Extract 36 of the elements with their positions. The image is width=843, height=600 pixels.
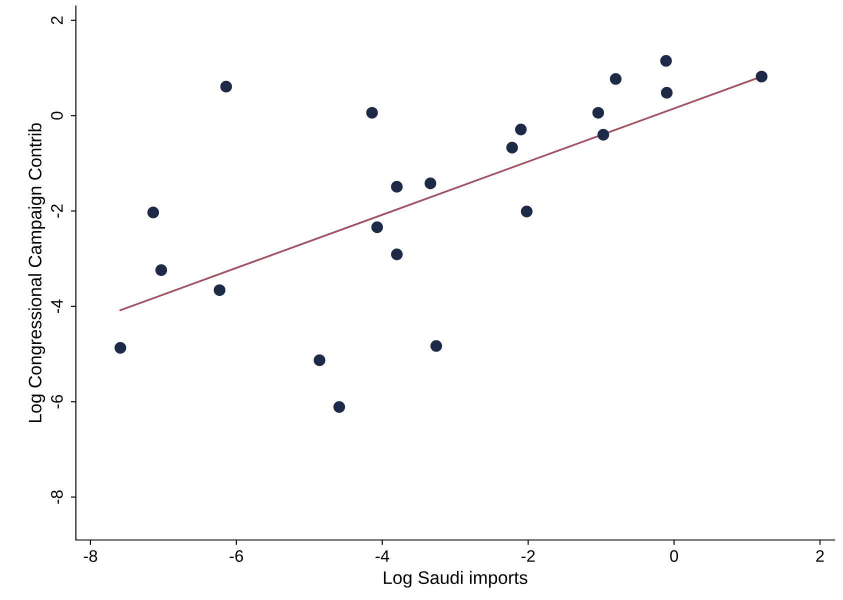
- x-tick-label: -4: [376, 550, 390, 562]
- point: [155, 264, 168, 276]
- y-axis-title: Log Congressional Campaign Contrib: [28, 123, 46, 422]
- point: [424, 178, 436, 190]
- point: [597, 128, 610, 141]
- point: [756, 70, 768, 82]
- point: [147, 206, 160, 218]
- point: [220, 80, 232, 92]
- y-tick-label: 0: [51, 112, 63, 120]
- point: [610, 73, 622, 85]
- point: [391, 248, 403, 260]
- point: [314, 354, 326, 366]
- point: [430, 340, 442, 352]
- y-tick-label: -4: [51, 299, 63, 314]
- y-tick-label: -2: [51, 204, 63, 218]
- x-axis-title: Log Saudi imports: [384, 570, 528, 588]
- y-tick-label: -6: [51, 395, 63, 408]
- point: [366, 106, 378, 119]
- x-tick-label: -8: [84, 550, 98, 562]
- point: [391, 180, 403, 193]
- point: [333, 401, 346, 413]
- x-tick-label: 0: [670, 550, 678, 562]
- x-tick-label: -2: [522, 550, 535, 562]
- point: [660, 86, 673, 99]
- x-tick-label: -6: [230, 550, 244, 562]
- point: [506, 142, 518, 154]
- point: [592, 106, 604, 119]
- point: [515, 124, 527, 136]
- point: [214, 284, 226, 296]
- y-tick-label: -8: [51, 490, 63, 504]
- point: [520, 206, 533, 218]
- y-tick-label: 2: [51, 16, 63, 24]
- point: [114, 342, 126, 354]
- point: [371, 221, 384, 234]
- x-tick-label: 2: [816, 550, 824, 562]
- point: [660, 54, 672, 67]
